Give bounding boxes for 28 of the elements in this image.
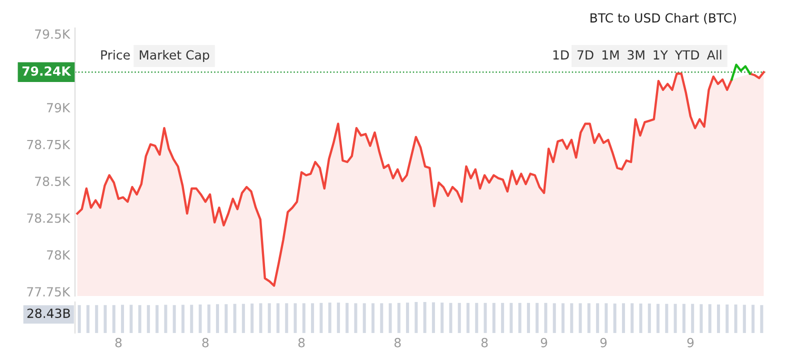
- y-tick-label: 79.5K: [35, 29, 70, 39]
- x-tick-label: 9: [540, 338, 548, 348]
- annotation: Market Cap: [140, 50, 210, 62]
- x-tick-label: 8: [115, 338, 122, 348]
- x-tick-label: 9: [600, 338, 607, 348]
- y-tick-label: 78K: [47, 250, 70, 260]
- x-tick-label: 9: [687, 338, 694, 348]
- y-tick-label: 78.75K: [27, 140, 70, 150]
- y-tick-label: 77.75K: [27, 287, 70, 297]
- annotation: All: [706, 50, 722, 60]
- chart-title: BTC to USD Chart (BTC): [590, 12, 736, 24]
- x-tick-label: 8: [202, 338, 209, 348]
- ref-line-label: 79.24K: [22, 66, 72, 76]
- text: 28.43B: [27, 308, 70, 318]
- annotation: 1D: [553, 50, 569, 60]
- annotation: 3M: [628, 50, 644, 60]
- annotation: Price: [101, 50, 130, 60]
- y-tick-label: 79K: [47, 102, 70, 112]
- annotation: 1M: [602, 50, 619, 60]
- x-tick-label: 8: [481, 338, 488, 348]
- x-tick-label: 8: [298, 338, 305, 348]
- y-tick-label: 78.5K: [35, 176, 70, 186]
- line-series: [730, 64, 752, 81]
- annotation: 7D: [578, 50, 594, 60]
- annotation: YTD: [674, 50, 700, 60]
- y-tick-label: 78.25K: [27, 213, 70, 223]
- x-tick-label: 8: [394, 338, 401, 348]
- annotation: 1Y: [654, 50, 668, 60]
